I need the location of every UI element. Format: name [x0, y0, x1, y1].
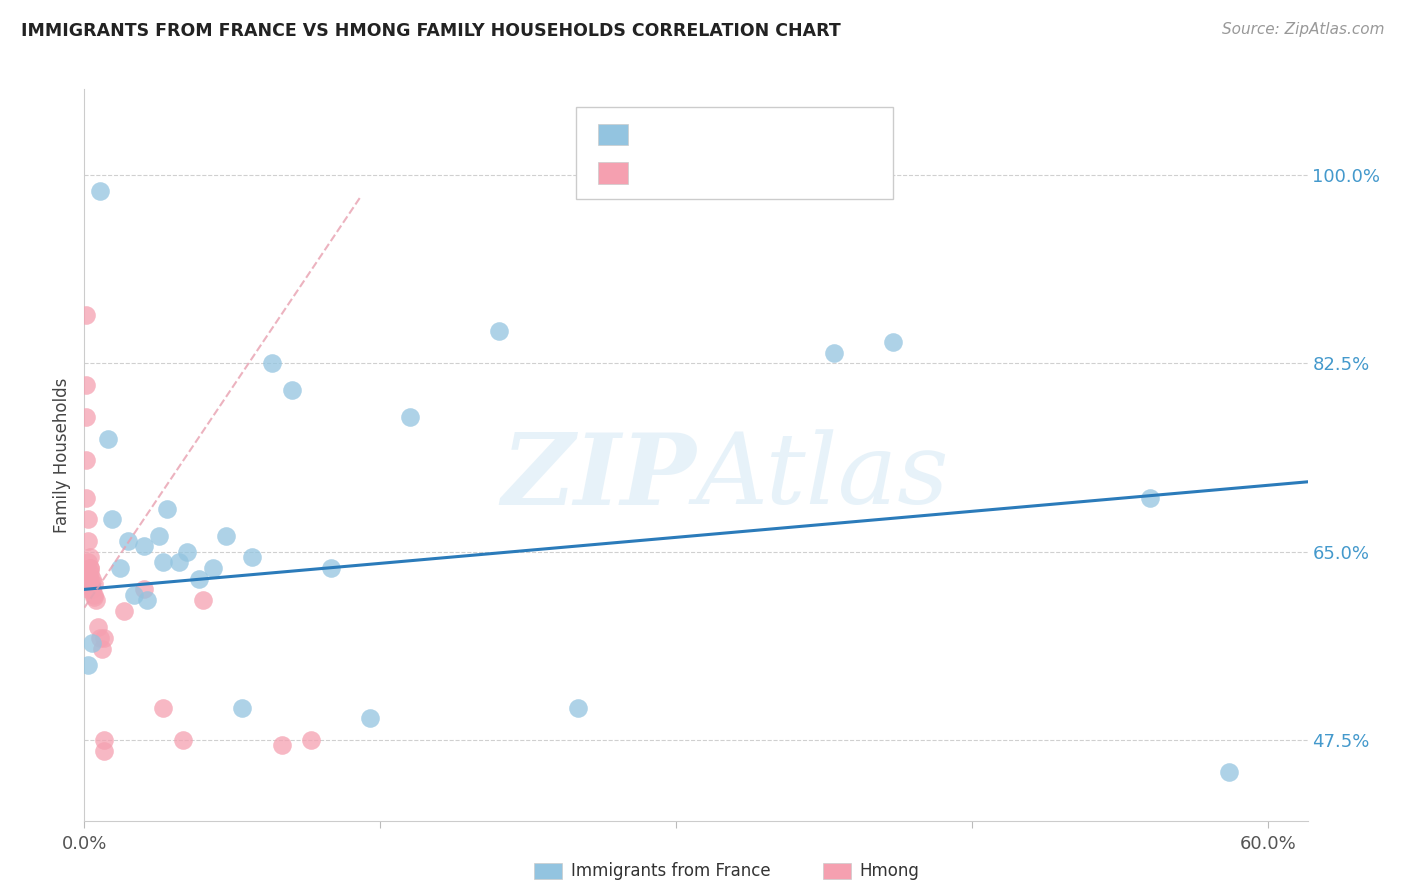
Point [83, 588, 105, 602]
Point [108, 561, 131, 575]
Point [83, 577, 105, 591]
Point [152, 556, 174, 570]
Text: 38: 38 [780, 164, 806, 182]
Point [82, 572, 104, 586]
Text: Atlas: Atlas [696, 429, 949, 524]
Point [97, 432, 120, 446]
Point [89, 185, 111, 199]
Point [87, 620, 110, 634]
Point [231, 700, 253, 714]
Point [75, 378, 97, 392]
Point [167, 556, 190, 570]
Point [79, 572, 101, 586]
Point [359, 711, 381, 725]
Text: Source: ZipAtlas.com: Source: ZipAtlas.com [1222, 22, 1385, 37]
Point [79, 561, 101, 575]
Point [82, 636, 104, 650]
Text: Hmong: Hmong [859, 862, 920, 880]
Point [82, 582, 104, 597]
Point [270, 739, 292, 753]
Text: 0.151: 0.151 [679, 126, 735, 144]
Point [156, 501, 179, 516]
Text: IMMIGRANTS FROM FRANCE VS HMONG FAMILY HOUSEHOLDS CORRELATION CHART: IMMIGRANTS FROM FRANCE VS HMONG FAMILY H… [21, 22, 841, 40]
Text: N =: N = [738, 126, 769, 144]
Point [79, 561, 101, 575]
Point [77, 556, 100, 570]
Text: R =: R = [637, 164, 668, 182]
Point [77, 572, 100, 586]
Point [176, 545, 198, 559]
Point [77, 582, 100, 597]
Point [101, 512, 124, 526]
Point [299, 733, 322, 747]
Y-axis label: Family Households: Family Households [53, 377, 72, 533]
Point [112, 604, 135, 618]
Point [93, 733, 115, 747]
Point [1139, 491, 1161, 505]
Point [172, 733, 194, 747]
Text: R =: R = [637, 126, 668, 144]
Point [136, 593, 159, 607]
Point [79, 550, 101, 565]
Point [77, 572, 100, 586]
Point [79, 577, 101, 591]
Point [152, 700, 174, 714]
Point [77, 657, 100, 672]
Point [319, 561, 342, 575]
Point [93, 744, 115, 758]
Point [122, 588, 145, 602]
Point [567, 700, 589, 714]
Text: N =: N = [738, 164, 769, 182]
Point [488, 324, 510, 338]
Point [260, 357, 283, 371]
Point [201, 561, 224, 575]
Point [75, 491, 97, 505]
Point [75, 453, 97, 467]
Point [191, 593, 214, 607]
Point [84, 593, 107, 607]
Point [132, 582, 155, 597]
Point [882, 334, 904, 349]
Point [82, 582, 104, 597]
Point [79, 577, 101, 591]
Point [823, 345, 845, 359]
Point [75, 410, 97, 425]
Point [83, 590, 105, 604]
Point [117, 533, 139, 548]
Point [93, 631, 115, 645]
Point [75, 308, 97, 322]
Point [187, 572, 209, 586]
Point [399, 410, 422, 425]
Point [280, 384, 302, 398]
Point [1218, 765, 1240, 780]
Point [148, 528, 170, 542]
Point [89, 631, 111, 645]
Text: ZIP: ZIP [501, 429, 696, 525]
Point [79, 566, 101, 581]
Text: 0.098: 0.098 [679, 164, 737, 182]
Text: 31: 31 [780, 126, 806, 144]
Point [77, 533, 100, 548]
Point [240, 550, 263, 565]
Point [132, 539, 155, 553]
Point [77, 512, 100, 526]
Point [91, 641, 114, 656]
Text: Immigrants from France: Immigrants from France [571, 862, 770, 880]
Point [215, 528, 238, 542]
